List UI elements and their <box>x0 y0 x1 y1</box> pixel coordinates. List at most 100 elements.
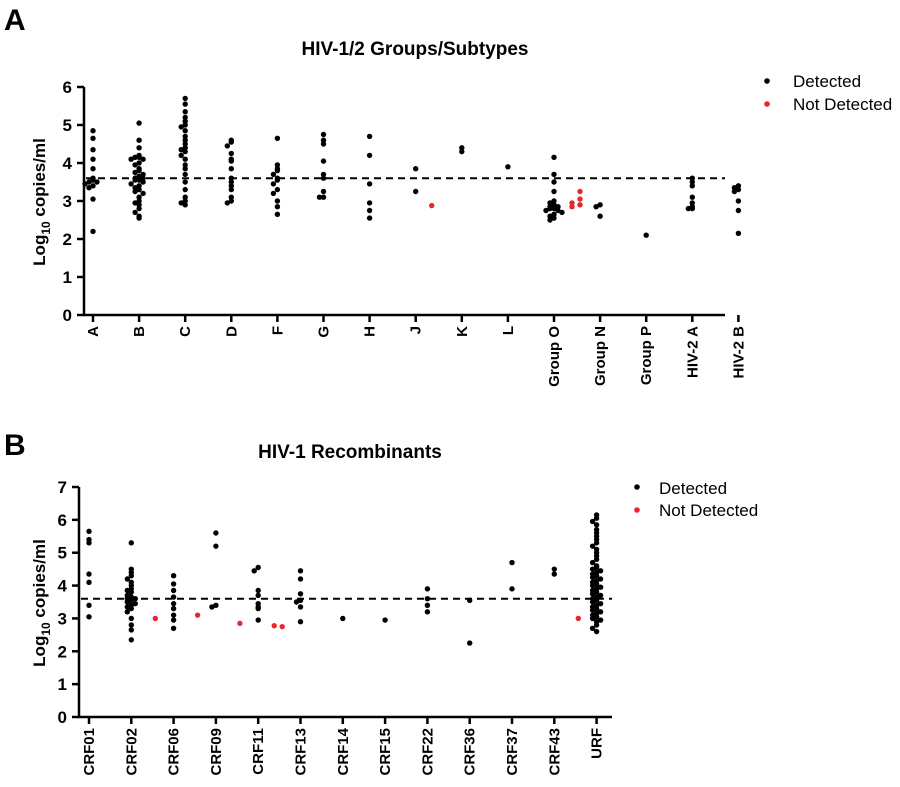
point-detected <box>547 217 553 223</box>
point-detected <box>140 190 146 197</box>
point-detected <box>136 183 142 189</box>
point-detected <box>424 596 431 602</box>
x-ticks-a: A B C D F G H J K L Group O Group N Group P HIV-2 A HI… <box>85 315 747 387</box>
point-detected <box>366 215 373 221</box>
point-detected <box>182 194 188 200</box>
point-detected <box>132 154 138 160</box>
point-detected <box>735 198 742 204</box>
point-detected <box>274 162 281 168</box>
point-detected <box>735 186 742 193</box>
point-detected <box>274 177 281 183</box>
point-detected <box>182 198 188 204</box>
point-detected <box>86 540 92 546</box>
point-detected <box>182 156 188 162</box>
point-detected <box>140 171 146 178</box>
point-detected <box>182 202 188 208</box>
point-detected <box>132 169 138 176</box>
point-detected <box>735 183 742 189</box>
point-detected <box>132 185 138 191</box>
point-detected <box>136 145 142 151</box>
point-detected <box>182 162 188 168</box>
point-detected <box>140 156 146 162</box>
point-detected <box>136 167 142 174</box>
point-detected <box>509 586 515 592</box>
point-detected <box>178 124 184 130</box>
point-detected <box>731 188 738 195</box>
legend-label-detected-a: Detected <box>793 72 861 91</box>
point-detected <box>597 213 603 219</box>
x-tick-label: B <box>131 326 148 337</box>
point-detected <box>136 137 142 143</box>
point-detected <box>182 114 188 121</box>
point-detected <box>589 574 596 581</box>
point-detected <box>366 207 373 214</box>
point-detected <box>170 581 177 587</box>
point-detected <box>366 200 373 206</box>
point-detected <box>735 230 742 236</box>
point-detected <box>509 559 515 566</box>
x-tick-label: CRF01 <box>81 728 98 776</box>
point-not-detected <box>429 202 435 209</box>
chart-title-a: HIV-1/2 Groups/Subtypes <box>302 39 529 60</box>
point-detected <box>251 568 257 574</box>
panel-a: A HIV-1/2 Groups/Subtypes Log10 copies/m… <box>4 4 892 387</box>
point-detected <box>274 186 281 193</box>
x-tick-label: HIV-2 B <box>730 326 747 379</box>
point-detected <box>90 156 96 162</box>
point-detected <box>320 158 327 164</box>
point-detected <box>274 198 281 204</box>
point-detected <box>90 166 96 172</box>
point-not-detected <box>569 204 575 210</box>
point-detected <box>547 213 553 219</box>
point-detected <box>136 154 142 160</box>
point-detected <box>685 205 691 212</box>
point-detected <box>459 145 465 151</box>
point-detected <box>94 179 100 185</box>
legend-b: Detected Not Detected <box>634 479 758 520</box>
point-detected <box>182 101 188 107</box>
point-detected <box>228 158 234 164</box>
point-detected <box>274 167 281 174</box>
x-tick-label: C <box>177 326 194 337</box>
point-detected <box>255 587 261 594</box>
y-ticks-b: 0 1 2 3 4 5 6 7 <box>58 478 79 727</box>
x-tick-label: HIV-2 A <box>684 326 701 378</box>
point-not-detected <box>271 622 277 629</box>
point-detected <box>424 609 431 615</box>
point-detected <box>320 194 327 200</box>
point-detected <box>86 614 92 620</box>
x-tick-label: CRF11 <box>250 728 267 775</box>
point-detected <box>255 605 261 612</box>
point-detected <box>228 139 234 145</box>
point-detected <box>551 171 557 178</box>
point-not-detected <box>194 612 201 618</box>
point-detected <box>136 198 142 204</box>
y-tick-label: 2 <box>58 642 67 661</box>
point-detected <box>297 604 304 610</box>
point-detected <box>86 571 92 577</box>
point-detected <box>136 120 142 126</box>
point-detected <box>136 202 142 208</box>
panel-b: B HIV-1 Recombinants Log10 copies/ml 0 1 2… <box>4 429 758 776</box>
point-detected <box>86 179 92 185</box>
point-detected <box>551 198 557 204</box>
y-axis-label-b: Log10 copies/ml <box>30 539 53 667</box>
x-tick-label: D <box>223 326 240 337</box>
point-detected <box>297 591 304 597</box>
point-detected <box>170 587 177 594</box>
point-detected <box>547 200 553 206</box>
point-detected <box>170 573 177 579</box>
point-detected <box>136 177 142 183</box>
point-detected <box>124 576 130 582</box>
x-tick-label: CRF09 <box>208 728 225 776</box>
point-detected <box>270 190 277 197</box>
point-detected <box>320 175 327 181</box>
x-tick-label: F <box>269 326 286 335</box>
point-detected <box>86 528 92 535</box>
legend-marker-detected-a <box>764 78 770 84</box>
x-tick-label: Group O <box>546 326 563 387</box>
point-detected <box>255 617 261 623</box>
y-tick-label: 2 <box>63 230 72 249</box>
point-detected <box>90 147 96 153</box>
point-detected <box>382 617 388 623</box>
